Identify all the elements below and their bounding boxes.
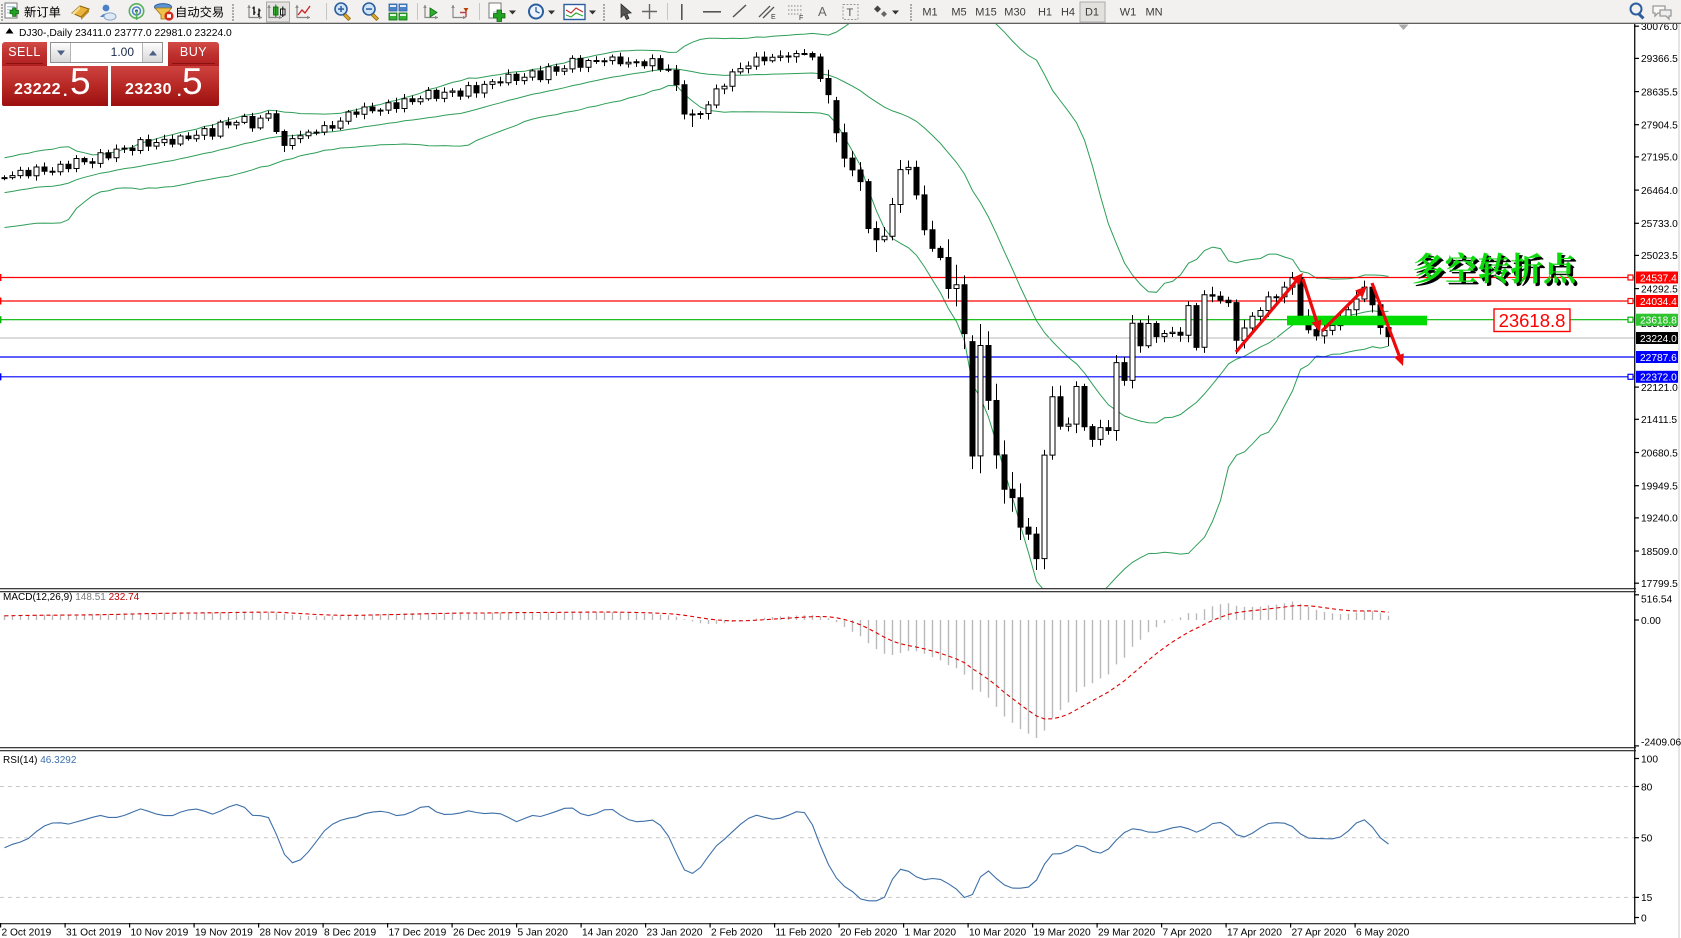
svg-text:H4: H4	[1061, 7, 1075, 19]
svg-text:M30: M30	[1004, 7, 1025, 19]
svg-text:25733.0: 25733.0	[1641, 219, 1678, 230]
svg-text:D1: D1	[1085, 7, 1099, 19]
svg-text:0.00: 0.00	[1641, 616, 1661, 627]
svg-text:T: T	[847, 7, 854, 19]
svg-text:6 May 2020: 6 May 2020	[1356, 928, 1410, 938]
svg-text:23618.8: 23618.8	[1499, 310, 1566, 331]
svg-text:24034.4: 24034.4	[1640, 297, 1677, 308]
svg-text:30076.0: 30076.0	[1641, 22, 1678, 33]
svg-text:27904.5: 27904.5	[1641, 121, 1678, 132]
svg-text:2 Feb 2020: 2 Feb 2020	[711, 928, 763, 938]
svg-text:22372.0: 22372.0	[1640, 373, 1677, 384]
svg-text:15: 15	[1641, 893, 1653, 904]
svg-text:21411.5: 21411.5	[1641, 415, 1677, 426]
svg-text:19 Nov 2019: 19 Nov 2019	[195, 928, 253, 938]
svg-text:14 Jan 2020: 14 Jan 2020	[582, 928, 638, 938]
svg-text:17799.5: 17799.5	[1641, 579, 1678, 590]
svg-text:18509.0: 18509.0	[1641, 547, 1678, 558]
svg-text:8 Dec 2019: 8 Dec 2019	[324, 928, 376, 938]
svg-text:27195.0: 27195.0	[1641, 153, 1678, 164]
svg-text:23224.0: 23224.0	[1640, 334, 1677, 345]
svg-text:A: A	[818, 4, 827, 19]
svg-text:M5: M5	[951, 7, 966, 19]
svg-text:E: E	[771, 14, 776, 21]
svg-text:1 Mar 2020: 1 Mar 2020	[905, 928, 957, 938]
svg-text:F: F	[799, 15, 803, 22]
svg-text:20680.5: 20680.5	[1641, 448, 1678, 459]
svg-text:17 Dec 2019: 17 Dec 2019	[389, 928, 447, 938]
svg-text:-2409.06: -2409.06	[1641, 737, 1681, 748]
svg-text:516.54: 516.54	[1641, 594, 1672, 605]
svg-text:MN: MN	[1145, 7, 1162, 19]
svg-text:10 Mar 2020: 10 Mar 2020	[969, 928, 1027, 938]
svg-text:17 Apr 2020: 17 Apr 2020	[1227, 928, 1282, 938]
svg-text:23618.8: 23618.8	[1640, 316, 1677, 327]
svg-text:19 Mar 2020: 19 Mar 2020	[1034, 928, 1092, 938]
svg-text:22787.6: 22787.6	[1640, 353, 1677, 364]
svg-text:10 Nov 2019: 10 Nov 2019	[131, 928, 189, 938]
svg-text:19949.5: 19949.5	[1641, 482, 1678, 493]
svg-text:RSI(14) 46.3292: RSI(14) 46.3292	[3, 755, 77, 766]
svg-text:100: 100	[1641, 754, 1658, 765]
svg-text:20 Feb 2020: 20 Feb 2020	[840, 928, 898, 938]
svg-text:M15: M15	[975, 7, 996, 19]
svg-text:7 Apr 2020: 7 Apr 2020	[1163, 928, 1213, 938]
svg-text:5 Jan 2020: 5 Jan 2020	[518, 928, 569, 938]
svg-text:25023.5: 25023.5	[1641, 251, 1678, 262]
svg-text:H1: H1	[1038, 7, 1052, 19]
svg-text:24292.5: 24292.5	[1641, 284, 1678, 295]
svg-text:80: 80	[1641, 782, 1653, 793]
svg-text:11 Feb 2020: 11 Feb 2020	[776, 928, 833, 938]
svg-text:26 Dec 2019: 26 Dec 2019	[453, 928, 511, 938]
svg-text:DJ30-,Daily 23411.0 23777.0 2: DJ30-,Daily 23411.0 23777.0 22981.0 2322…	[19, 28, 232, 39]
svg-text:28635.5: 28635.5	[1641, 87, 1678, 98]
svg-text:M1: M1	[922, 7, 937, 19]
svg-text:19240.0: 19240.0	[1641, 514, 1678, 525]
svg-text:24537.4: 24537.4	[1640, 273, 1677, 284]
svg-text:W1: W1	[1120, 7, 1137, 19]
svg-text:50: 50	[1641, 834, 1653, 845]
svg-text:22121.0: 22121.0	[1641, 383, 1678, 394]
svg-text:2 Oct 2019: 2 Oct 2019	[2, 928, 52, 938]
svg-text:23 Jan 2020: 23 Jan 2020	[647, 928, 703, 938]
svg-text:28 Nov 2019: 28 Nov 2019	[260, 928, 318, 938]
svg-text:27 Apr 2020: 27 Apr 2020	[1292, 928, 1347, 938]
svg-text:29 Mar 2020: 29 Mar 2020	[1098, 928, 1156, 938]
svg-text:29366.5: 29366.5	[1641, 54, 1678, 65]
svg-text:MACD(12,26,9) 148.51 232.74: MACD(12,26,9) 148.51 232.74	[3, 592, 140, 603]
svg-text:0: 0	[1641, 913, 1647, 924]
svg-text:26464.0: 26464.0	[1641, 186, 1678, 197]
svg-text:31 Oct 2019: 31 Oct 2019	[66, 928, 122, 938]
